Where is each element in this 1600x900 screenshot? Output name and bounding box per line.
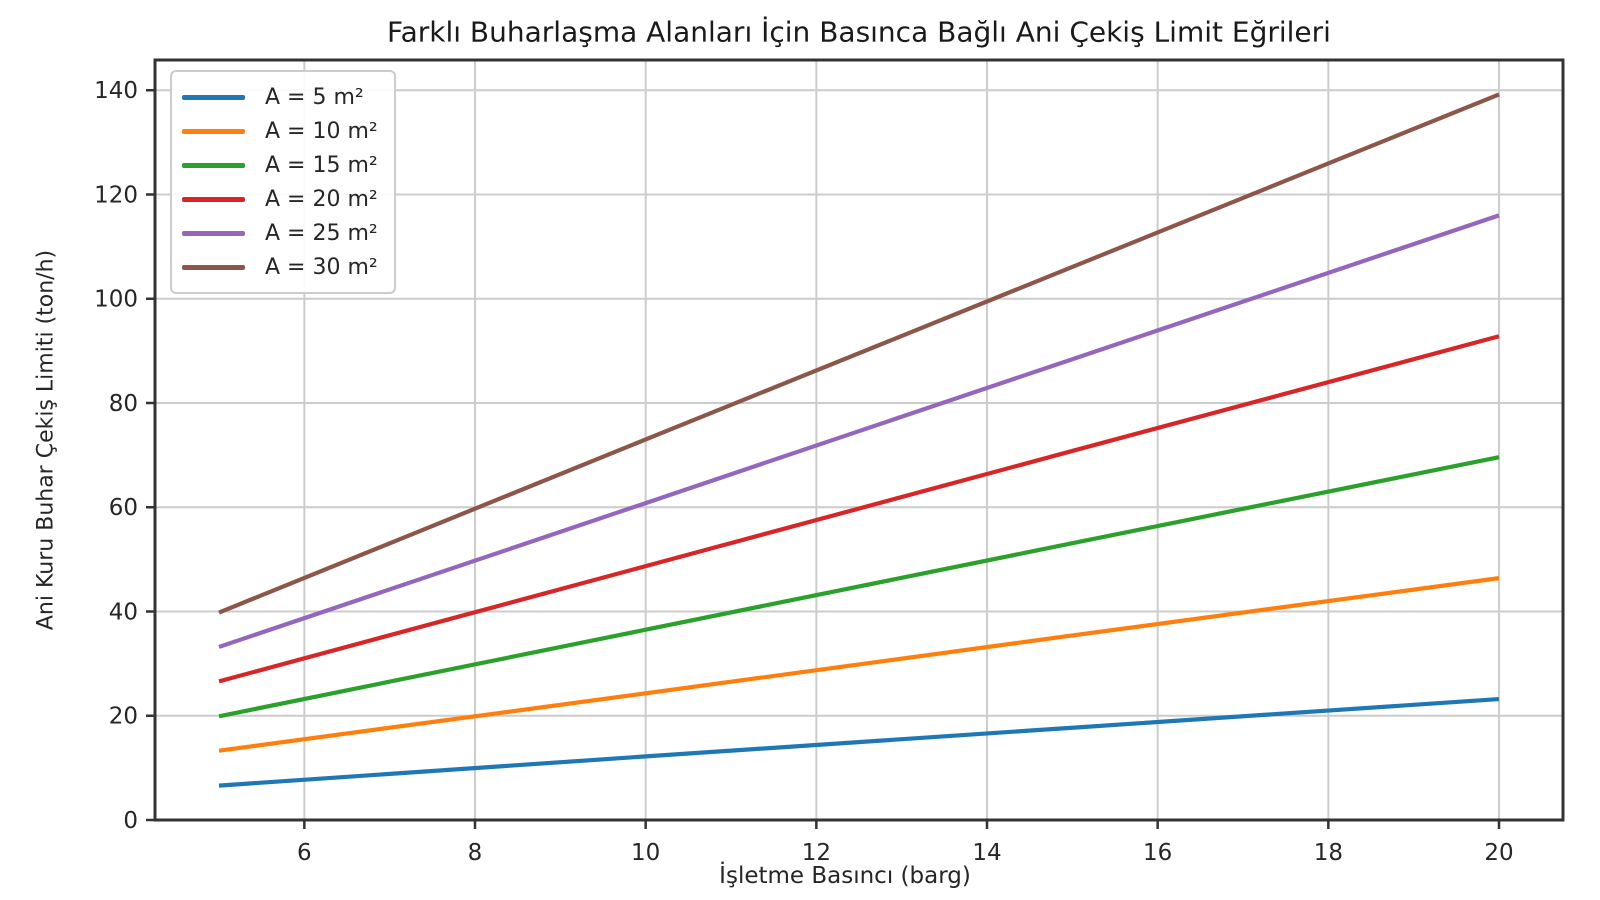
legend-line-sample — [182, 196, 245, 202]
x-tick-label: 20 — [1484, 840, 1513, 866]
legend-item: A = 10 m² — [182, 114, 386, 148]
legend-line-sample — [182, 162, 245, 168]
y-tick-label: 20 — [109, 704, 138, 730]
x-tick-label: 6 — [297, 840, 312, 866]
series-line-3 — [218, 455, 1500, 719]
x-tick-label: 12 — [802, 840, 831, 866]
legend-line-sample — [182, 230, 245, 236]
y-tick-label: 80 — [109, 391, 138, 417]
x-tick-label: 10 — [631, 840, 660, 866]
x-axis-label: İşletme Basıncı (barg) — [719, 863, 971, 889]
x-tick-label: 18 — [1314, 840, 1343, 866]
y-tick-label: 0 — [123, 808, 138, 834]
y-tick-label: 100 — [94, 287, 138, 313]
legend-item-label: A = 30 m² — [265, 254, 378, 280]
series-line-5 — [218, 213, 1500, 649]
legend-item: A = 15 m² — [182, 148, 386, 182]
legend-line-sample — [182, 94, 245, 100]
x-tick-label: 14 — [972, 840, 1001, 866]
series-line-1 — [218, 696, 1500, 788]
legend-item: A = 20 m² — [182, 182, 386, 216]
legend-line-sample — [182, 264, 245, 270]
legend-item: A = 5 m² — [182, 80, 386, 114]
legend: A = 5 m² A = 10 m² A = 15 m² A = 20 m² A = 2… — [170, 70, 396, 294]
y-tick-label: 40 — [109, 599, 138, 625]
legend-item-label: A = 15 m² — [265, 152, 378, 178]
legend-item-label: A = 20 m² — [265, 186, 378, 212]
legend-item: A = 30 m² — [182, 250, 386, 284]
y-tick-label: 120 — [94, 182, 138, 208]
plot-border — [153, 58, 1565, 822]
y-tick-label: 60 — [109, 495, 138, 521]
series-line-2 — [218, 576, 1500, 753]
legend-line-sample — [182, 128, 245, 134]
legend-item-label: A = 10 m² — [265, 118, 378, 144]
y-tick-label: 140 — [94, 78, 138, 104]
legend-item-label: A = 5 m² — [265, 84, 364, 110]
legend-item: A = 25 m² — [182, 216, 386, 250]
series-line-6 — [218, 92, 1500, 615]
x-tick-label: 8 — [468, 840, 483, 866]
chart-title: Farklı Buharlaşma Alanları İçin Basınca … — [387, 15, 1331, 49]
y-axis-label: Ani Kuru Buhar Çekiş Limiti (ton/h) — [33, 249, 59, 631]
x-tick-label: 16 — [1143, 840, 1172, 866]
series-line-4 — [218, 334, 1500, 684]
legend-item-label: A = 25 m² — [265, 220, 378, 246]
